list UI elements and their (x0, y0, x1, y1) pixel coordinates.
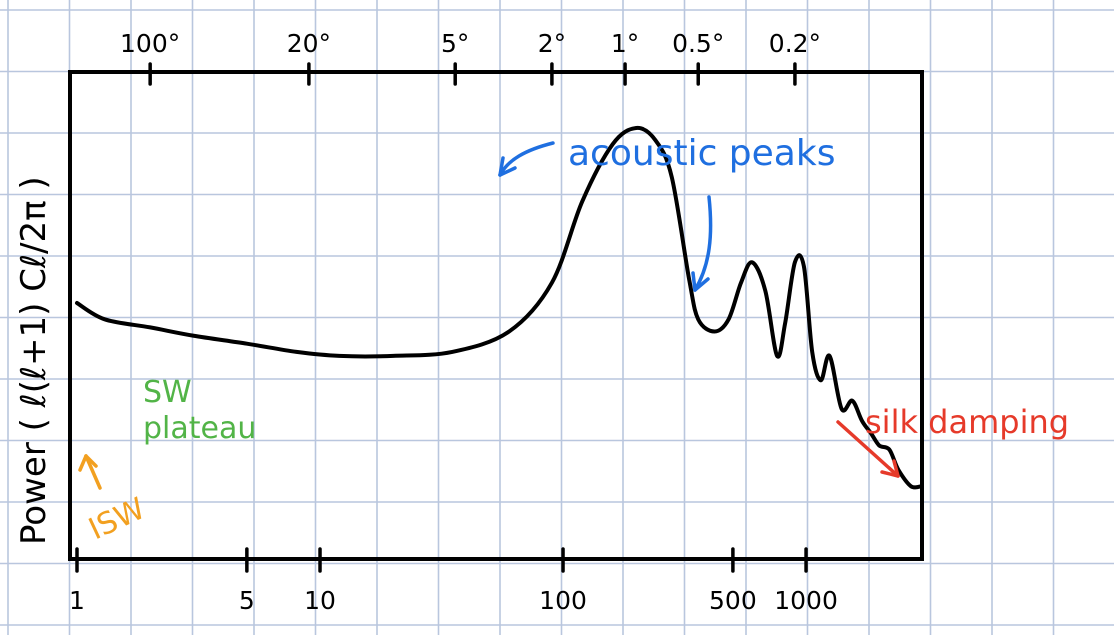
top-tick-label: 2° (538, 29, 566, 58)
silk-damping-label: silk damping (865, 403, 1069, 441)
top-tick-label: 100° (120, 29, 180, 58)
y-axis-label: Power ( ℓ(ℓ+1) Cℓ/2π ) (14, 176, 54, 545)
silk-damping-annotation: silk damping (836, 403, 1069, 478)
acoustic-arrowhead-2 (691, 271, 710, 292)
isw-label: ISW (84, 491, 151, 547)
power-spectrum-curve (75, 125, 924, 490)
plot-frame (68, 70, 924, 561)
acoustic-arrow-1 (498, 141, 555, 177)
top-tick-label: 0.5° (672, 29, 724, 58)
bottom-tick-label: 10 (304, 586, 336, 615)
isw-arrowhead (78, 454, 98, 472)
silk-arrow (836, 420, 900, 478)
isw-arrow (84, 454, 102, 490)
sw-plateau-annotation: SW plateau (143, 375, 256, 446)
acoustic-arrow-2 (693, 195, 713, 292)
sw-plateau-label-line2: plateau (143, 411, 256, 446)
bottom-tick-label: 1000 (774, 586, 838, 615)
acoustic-peaks-annotation: acoustic peaks (498, 133, 835, 292)
top-tick-label: 20° (287, 29, 331, 58)
bottom-tick-label: 100 (539, 586, 587, 615)
acoustic-arrowhead-1 (498, 156, 517, 177)
bottom-tick-label: 500 (709, 586, 757, 615)
top-axis: 100° 20° 5° 2° 1° 0.5° 0.2° (120, 29, 821, 86)
top-tick-label: 0.2° (769, 29, 821, 58)
bottom-tick-label: 5 (239, 586, 255, 615)
bottom-tick-label: 1 (69, 586, 85, 615)
bottom-axis: 1 5 10 100 500 1000 (69, 547, 838, 615)
top-tick-label: 1° (611, 29, 639, 58)
silk-arrowhead (880, 459, 900, 478)
top-tick-label: 5° (441, 29, 469, 58)
acoustic-peaks-label: acoustic peaks (568, 133, 835, 174)
sw-plateau-label-line1: SW (143, 375, 192, 410)
